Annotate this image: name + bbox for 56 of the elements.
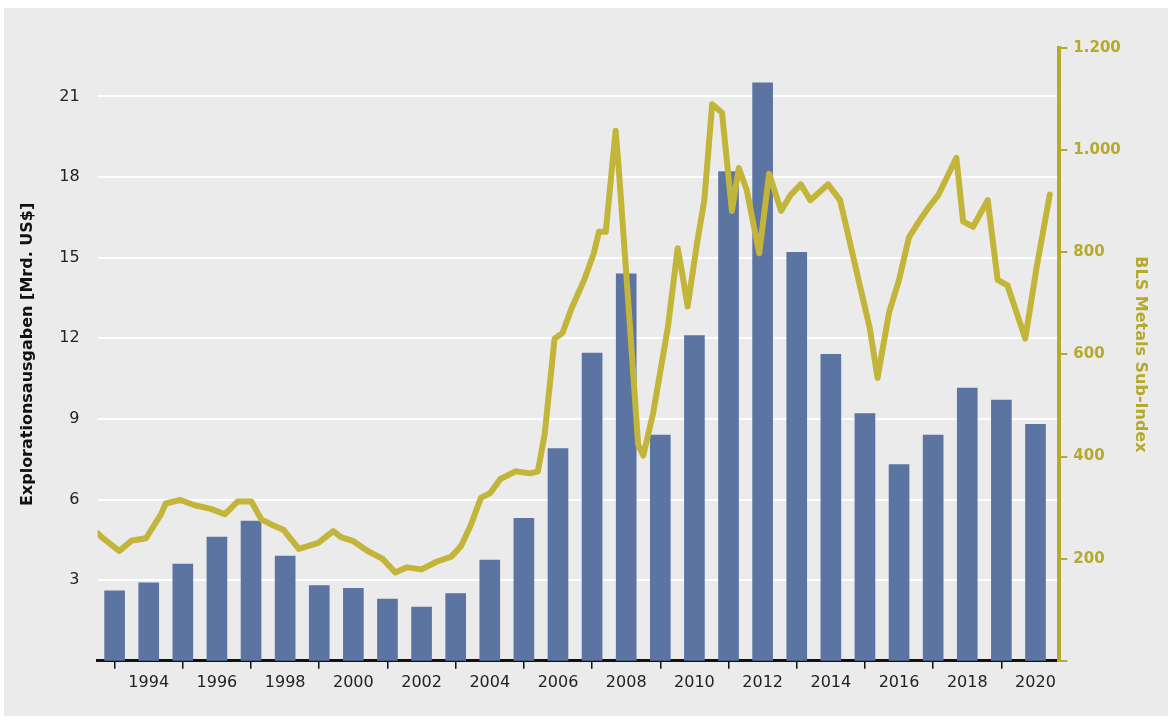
bar (138, 582, 160, 661)
x-tick-label: 2018 (946, 671, 988, 691)
x-tick-label: 2014 (810, 671, 852, 691)
bar (547, 448, 569, 661)
y-tick-label: 9 (69, 408, 80, 428)
x-tick-label: 2012 (742, 671, 783, 691)
bar (445, 593, 466, 661)
bar (1025, 423, 1046, 661)
y-tick-label: 12 (59, 327, 80, 347)
bar (649, 434, 671, 661)
bar (206, 536, 228, 661)
bar (786, 251, 808, 661)
x-tick-label: 2002 (401, 671, 442, 691)
bar (922, 434, 944, 661)
x-tick-label: 2000 (333, 671, 374, 691)
bar (513, 518, 535, 661)
bar (377, 598, 398, 661)
x-tick-label: 1994 (128, 671, 170, 691)
bar (172, 563, 194, 661)
bar (581, 352, 603, 661)
bar (956, 387, 978, 661)
y2-tick-label: 400 (1073, 446, 1105, 465)
bar (991, 399, 1012, 661)
bar (888, 464, 910, 661)
bar (718, 171, 739, 661)
y2-tick-label: 800 (1073, 242, 1105, 261)
y-tick-label: 15 (59, 246, 80, 266)
y-tick-label: 21 (59, 85, 80, 105)
x-tick-label: 2020 (1015, 671, 1056, 691)
bar (274, 555, 296, 661)
bar (479, 559, 501, 661)
y-axis-title: Explorationsausgaben [Mrd. US$] (16, 202, 36, 507)
bar (240, 520, 262, 661)
bar (411, 606, 432, 661)
x-tick-label: 2006 (537, 671, 579, 691)
bar (308, 585, 330, 661)
y2-axis-title: BLS Metals Sub-Index (1132, 256, 1152, 454)
y-tick-label: 18 (59, 166, 80, 186)
x-tick-label: 2016 (878, 671, 920, 691)
y2-tick-label: 600 (1073, 344, 1105, 363)
y2-tick-label: 200 (1073, 548, 1105, 567)
y2-tick-label: 1.000 (1073, 140, 1121, 159)
y-tick-label: 3 (69, 569, 80, 589)
y-tick-label: 6 (69, 488, 80, 508)
bar (104, 590, 125, 661)
bar (820, 354, 842, 661)
bar (854, 413, 876, 661)
bar (752, 82, 773, 661)
x-tick-label: 2010 (674, 671, 715, 691)
x-tick-label: 1996 (196, 671, 238, 691)
x-tick-label: 2008 (605, 671, 647, 691)
y2-tick-label: 1.200 (1073, 37, 1121, 56)
x-tick-label: 1998 (264, 671, 306, 691)
bar (343, 587, 364, 661)
x-tick-label: 2004 (469, 671, 511, 691)
bar (684, 335, 705, 661)
